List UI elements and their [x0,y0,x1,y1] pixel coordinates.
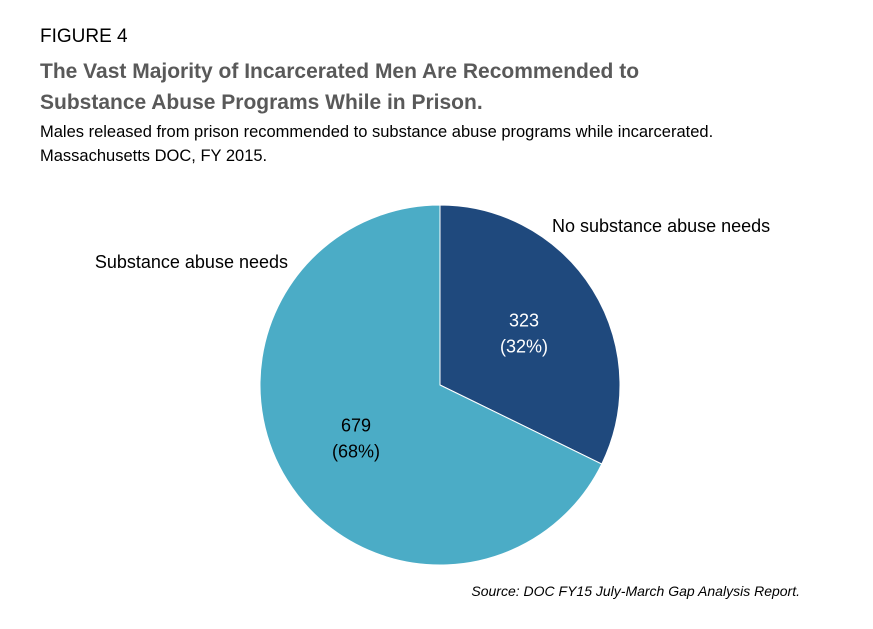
pie-slice-0 [439,204,621,465]
source-note: Source: DOC FY15 July-March Gap Analysis… [471,583,800,599]
title-line-2: Substance Abuse Programs While in Prison… [40,91,483,114]
figure-label: FIGURE 4 [40,26,128,47]
data-label-value: 323 [509,311,539,331]
category-label: No substance abuse needs [552,216,770,236]
category-label: Substance abuse needs [95,252,288,272]
chart-title: The Vast Majority of Incarcerated Men Ar… [40,56,840,118]
data-label-value: 679 [341,415,371,435]
chart-subtitle: Males released from prison recommended t… [40,123,714,165]
data-label-percent: (32%) [500,337,548,357]
data-label-percent: (68%) [332,441,380,461]
pie-slice-1 [259,204,603,566]
title-line-1: The Vast Majority of Incarcerated Men Ar… [40,60,640,83]
